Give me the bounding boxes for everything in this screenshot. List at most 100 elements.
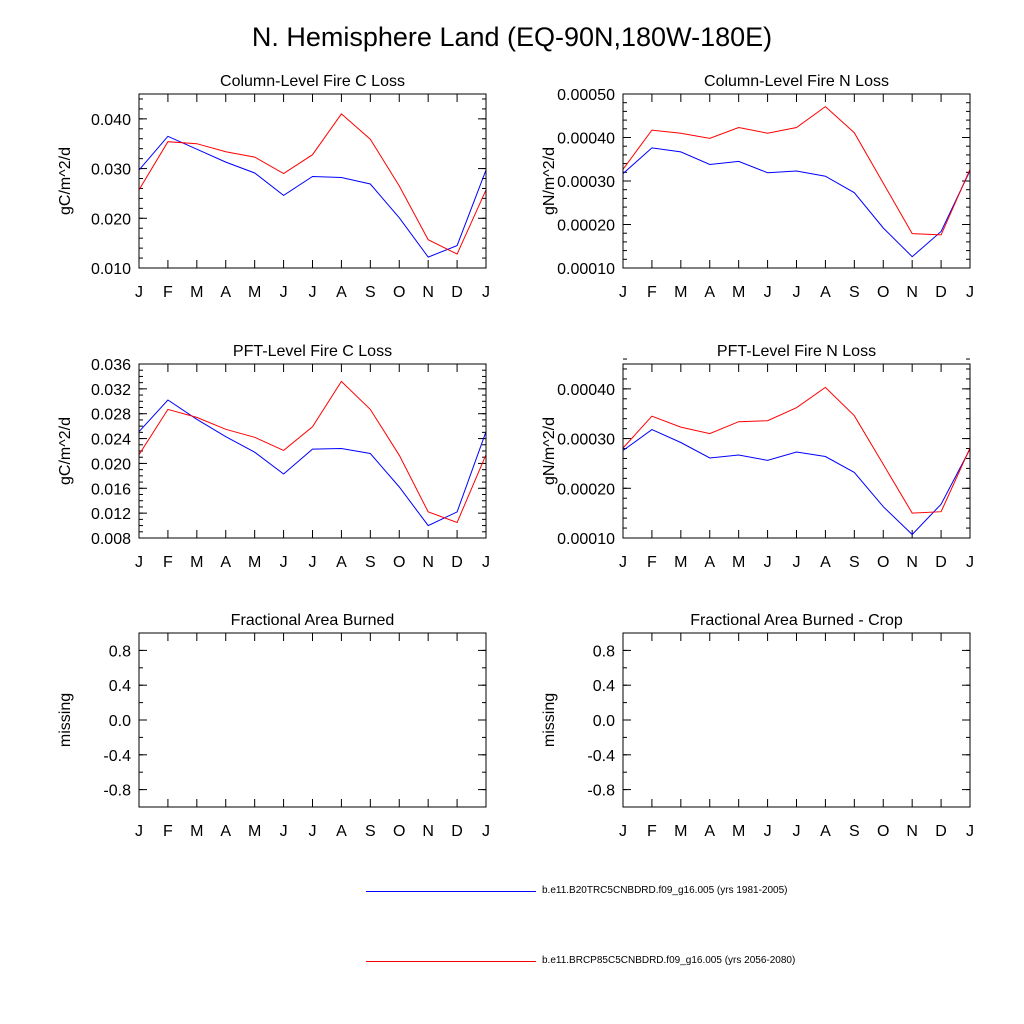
x-tick-label: D: [451, 823, 463, 840]
legend-line-blue: [366, 891, 536, 892]
panel-title: Fractional Area Burned - Crop: [690, 612, 903, 629]
chart-pft-fire-c-loss: PFT-Level Fire C Loss gC/m^2/d 0.008 0.012 0…: [57, 343, 490, 571]
x-tick-label: M: [190, 284, 203, 301]
plot-frame: [138, 363, 487, 539]
x-tick-label: J: [280, 823, 288, 840]
x-tick-label: A: [820, 823, 831, 840]
x-tick-label: S: [365, 554, 376, 571]
y-axis-label: gN/m^2/d: [541, 147, 558, 215]
x-tick-label: M: [732, 554, 745, 571]
plot-frame: [622, 93, 971, 269]
x-tick-label: F: [163, 284, 173, 301]
x-tick-label: M: [674, 823, 687, 840]
x-tick-label: J: [619, 284, 627, 301]
x-tick-label: J: [793, 823, 801, 840]
y-tick-label: 0.00020: [557, 481, 615, 498]
x-tick-label: F: [647, 554, 657, 571]
series-line-blue: [138, 399, 487, 527]
x-tick-label: A: [336, 554, 347, 571]
x-tick-label: A: [820, 284, 831, 301]
series-line-blue: [622, 147, 971, 258]
y-tick-label: 0.4: [109, 678, 131, 695]
y-tick-label: 0.020: [91, 456, 131, 473]
x-tick-label: M: [248, 554, 261, 571]
y-tick-label: 0.016: [91, 481, 131, 498]
y-tick-label: 0.00030: [557, 174, 615, 191]
x-tick-label: S: [849, 284, 860, 301]
x-tick-label: F: [163, 554, 173, 571]
y-tick-label: 0.00010: [557, 261, 615, 278]
chart-fractional-area-burned-crop: Fractional Area Burned - Crop missing -0.8…: [541, 612, 974, 840]
x-tick-label: J: [619, 554, 627, 571]
panel-title: Column-Level Fire N Loss: [704, 73, 889, 90]
x-tick-label: J: [135, 284, 143, 301]
x-tick-label: A: [704, 284, 715, 301]
x-tick-label: S: [849, 823, 860, 840]
x-tick-label: A: [704, 823, 715, 840]
y-tick-label: 0.040: [91, 112, 131, 129]
y-tick-label: 0.00050: [557, 87, 615, 104]
series-line-blue: [138, 135, 487, 258]
x-tick-label: J: [309, 284, 317, 301]
x-tick-label: N: [906, 823, 918, 840]
x-tick-label: M: [248, 284, 261, 301]
y-tick-label: -0.8: [103, 783, 131, 800]
x-tick-label: J: [135, 823, 143, 840]
x-tick-label: J: [309, 554, 317, 571]
y-tick-label: 0.00030: [557, 432, 615, 449]
y-tick-label: 0.4: [593, 678, 615, 695]
x-tick-label: N: [422, 284, 434, 301]
x-tick-label: A: [820, 554, 831, 571]
x-tick-label: O: [393, 823, 405, 840]
x-tick-label: N: [906, 284, 918, 301]
plot-frame: [622, 363, 971, 539]
series-line-blue: [622, 429, 971, 536]
chart-column-fire-n-loss: Column-Level Fire N Loss gN/m^2/d 0.00010 0…: [541, 73, 974, 301]
y-tick-label: 0.8: [109, 643, 131, 660]
chart-column-fire-c-loss: Column-Level Fire C Loss gC/m^2/d 0.010 0.0…: [57, 73, 490, 301]
x-tick-label: M: [248, 823, 261, 840]
panel-title: Column-Level Fire C Loss: [220, 73, 405, 90]
x-tick-label: J: [280, 284, 288, 301]
x-tick-label: O: [877, 284, 889, 301]
x-tick-label: M: [190, 554, 203, 571]
y-tick-label: 0.032: [91, 382, 131, 399]
x-tick-label: S: [365, 823, 376, 840]
x-tick-label: A: [336, 823, 347, 840]
x-tick-label: M: [732, 284, 745, 301]
y-tick-label: -0.4: [103, 748, 131, 765]
legend-line-red: [366, 961, 536, 962]
x-tick-label: J: [764, 284, 772, 301]
x-tick-label: J: [482, 823, 490, 840]
y-axis-label: gC/m^2/d: [57, 147, 74, 215]
chart-pft-fire-n-loss: PFT-Level Fire N Loss gN/m^2/d 0.00010 0.00…: [541, 343, 974, 571]
x-tick-label: A: [220, 823, 231, 840]
legend-label-red: b.e11.BRCP85C5CNBDRD.f09_g16.005 (yrs 20…: [542, 955, 796, 966]
x-tick-label: M: [674, 554, 687, 571]
x-tick-label: M: [732, 823, 745, 840]
y-tick-label: -0.4: [587, 748, 615, 765]
x-tick-label: J: [764, 823, 772, 840]
x-tick-label: O: [393, 554, 405, 571]
figure-title: N. Hemisphere Land (EQ-90N,180W-180E): [251, 22, 773, 52]
y-tick-label: 0.028: [91, 407, 131, 424]
x-tick-label: A: [704, 554, 715, 571]
y-axis-label: missing: [541, 693, 558, 747]
x-tick-label: D: [935, 554, 947, 571]
y-tick-label: 0.024: [91, 432, 131, 449]
y-tick-label: 0.010: [91, 261, 131, 278]
x-tick-label: O: [877, 554, 889, 571]
panel-title: Fractional Area Burned: [231, 612, 395, 629]
y-tick-label: 0.0: [593, 713, 615, 730]
x-tick-label: J: [764, 554, 772, 571]
x-tick-label: J: [619, 823, 627, 840]
y-axis-label: gC/m^2/d: [57, 417, 74, 485]
panel-title: PFT-Level Fire N Loss: [717, 343, 876, 360]
x-tick-label: J: [793, 284, 801, 301]
x-tick-label: J: [793, 554, 801, 571]
y-tick-label: 0.036: [91, 357, 131, 374]
plot-frame: [138, 93, 487, 269]
x-tick-label: M: [674, 284, 687, 301]
x-tick-label: J: [482, 284, 490, 301]
x-tick-label: J: [482, 554, 490, 571]
